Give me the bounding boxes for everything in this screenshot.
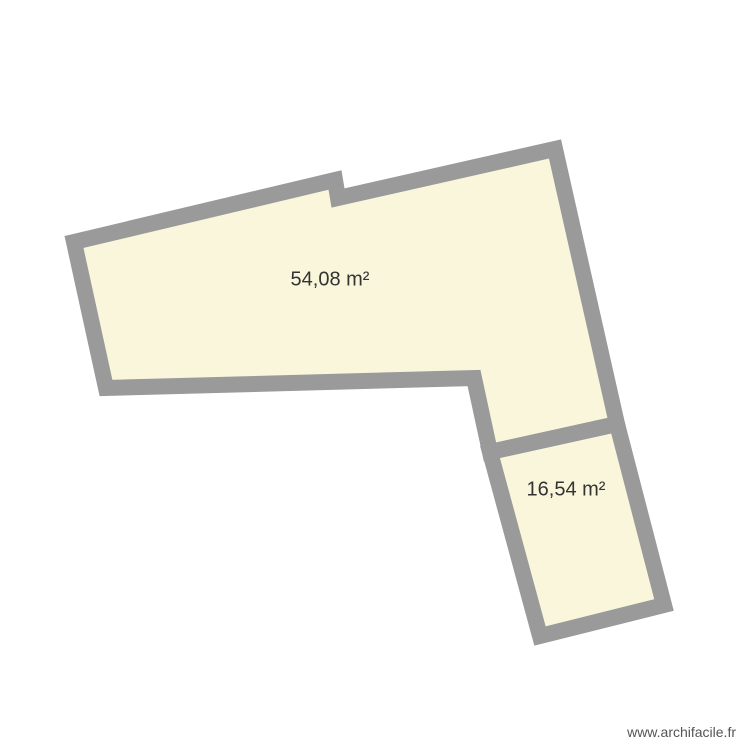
room-large-label: 54,08 m²	[291, 268, 370, 290]
room-small-label: 16,54 m²	[527, 478, 606, 500]
watermark-text: www.archifacile.fr	[627, 724, 736, 740]
floor-plan: 54,08 m² 16,54 m²	[0, 0, 750, 750]
